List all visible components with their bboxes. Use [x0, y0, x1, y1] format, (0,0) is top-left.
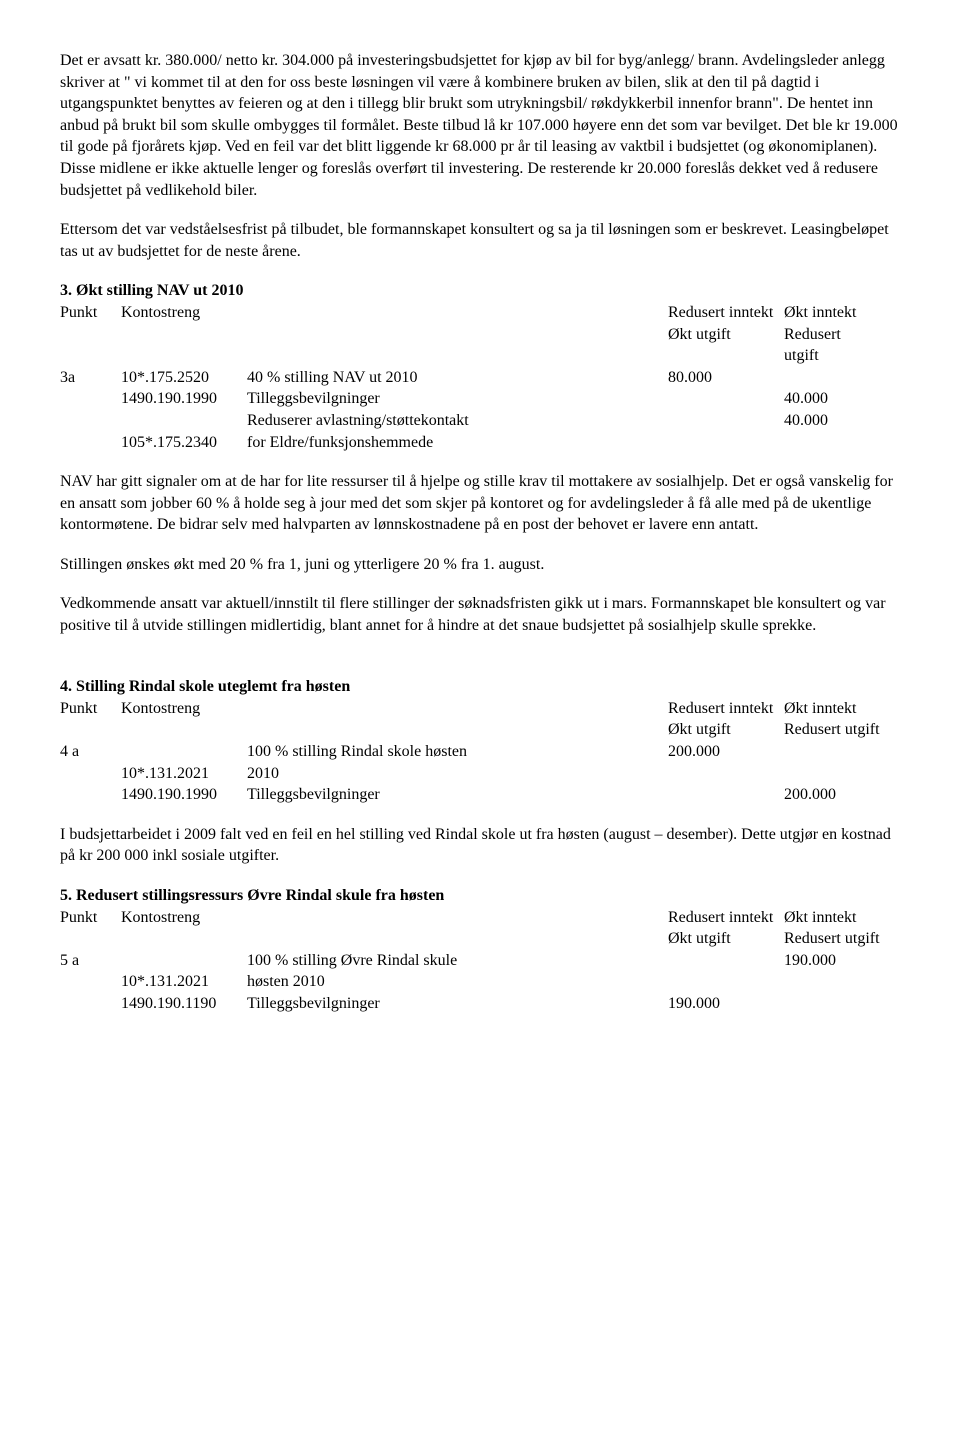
section-4-table: Punkt Kontostreng Redusert inntekt Økt u…	[60, 698, 900, 806]
table-row: 105*.175.2340 for Eldre/funksjonshemmede	[60, 432, 900, 454]
section-4-p1: I budsjettarbeidet i 2009 falt ved en fe…	[60, 824, 900, 867]
section-5: 5. Redusert stillingsressurs Øvre Rindal…	[60, 885, 900, 1015]
table-row: 10*.131.2021 høsten 2010	[60, 971, 900, 993]
table-row: 5 a 100 % stilling Øvre Rindal skule 190…	[60, 950, 900, 972]
hdr-konto: Kontostreng	[121, 698, 247, 741]
section-5-table: Punkt Kontostreng Redusert inntekt Økt u…	[60, 907, 900, 1015]
section-3-p2: Stillingen ønskes økt med 20 % fra 1, ju…	[60, 554, 900, 576]
table-row: 1490.190.1190 Tilleggsbevilgninger 190.0…	[60, 993, 900, 1015]
hdr-col1: Redusert inntekt Økt utgift	[668, 907, 784, 950]
hdr-blank	[247, 302, 668, 367]
hdr-konto: Kontostreng	[121, 302, 247, 367]
section-3: 3. Økt stilling NAV ut 2010 Punkt Kontos…	[60, 280, 900, 636]
hdr-col2: Økt inntekt Redusert utgift	[784, 698, 900, 741]
intro-paragraph-2: Ettersom det var vedståelsesfrist på til…	[60, 219, 900, 262]
section-4-heading: 4. Stilling Rindal skole uteglemt fra hø…	[60, 676, 900, 698]
table-row: 3a 10*.175.2520 40 % stilling NAV ut 201…	[60, 367, 900, 389]
section-3-table: Punkt Kontostreng Redusert inntekt Økt u…	[60, 302, 900, 453]
table-row: 1490.190.1990 Tilleggsbevilgninger 40.00…	[60, 388, 900, 410]
table-row: 1490.190.1990 Tilleggsbevilgninger 200.0…	[60, 784, 900, 806]
hdr-col2: Økt inntekt Redusert utgift	[784, 302, 900, 367]
section-5-heading: 5. Redusert stillingsressurs Øvre Rindal…	[60, 885, 900, 907]
hdr-punkt: Punkt	[60, 302, 121, 367]
section-3-p1: NAV har gitt signaler om at de har for l…	[60, 471, 900, 536]
hdr-konto: Kontostreng	[121, 907, 247, 950]
table-row: Reduserer avlastning/støttekontakt 40.00…	[60, 410, 900, 432]
hdr-punkt: Punkt	[60, 907, 121, 950]
table-row: 10*.131.2021 2010	[60, 763, 900, 785]
section-3-heading: 3. Økt stilling NAV ut 2010	[60, 280, 900, 302]
table-row: 4 a 100 % stilling Rindal skole høsten 2…	[60, 741, 900, 763]
hdr-punkt: Punkt	[60, 698, 121, 741]
section-4: 4. Stilling Rindal skole uteglemt fra hø…	[60, 676, 900, 867]
hdr-col1: Redusert inntekt Økt utgift	[668, 302, 784, 367]
section-3-p3: Vedkommende ansatt var aktuell/innstilt …	[60, 593, 900, 636]
hdr-col2: Økt inntekt Redusert utgift	[784, 907, 900, 950]
hdr-col1: Redusert inntekt Økt utgift	[668, 698, 784, 741]
intro-paragraph-1: Det er avsatt kr. 380.000/ netto kr. 304…	[60, 50, 900, 201]
